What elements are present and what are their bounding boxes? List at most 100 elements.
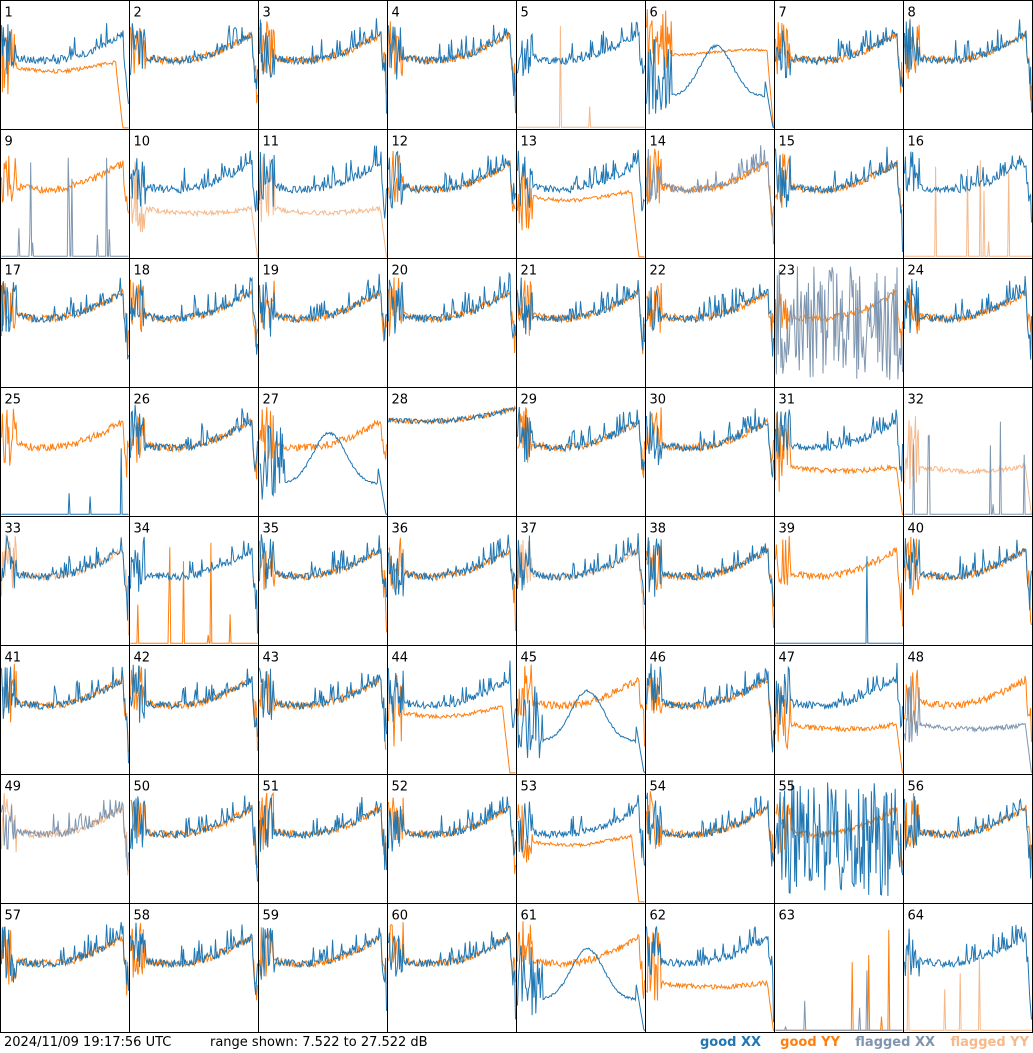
series-yy-good xyxy=(646,9,774,128)
series-yy-good xyxy=(1,155,129,214)
series-xx-good xyxy=(130,795,258,882)
series-yy-good xyxy=(517,921,645,999)
panel-label: 37 xyxy=(521,522,538,537)
panel-22: 22 xyxy=(645,258,775,388)
series-xx-good xyxy=(130,150,258,212)
panel-label: 55 xyxy=(779,780,796,795)
panel-frame xyxy=(129,387,259,517)
series-yy-flagged xyxy=(904,948,1032,1031)
panel-2: 2 xyxy=(129,0,259,130)
series-yy-flagged xyxy=(904,160,1032,257)
panel-label: 59 xyxy=(263,909,280,924)
series-xx-good xyxy=(388,534,516,597)
panel-45: 45 xyxy=(516,645,646,775)
panel-label: 43 xyxy=(263,651,280,666)
series-xx-good xyxy=(646,537,774,607)
panel-55: 55 xyxy=(774,774,904,904)
panel-label: 46 xyxy=(650,651,667,666)
panel-label: 45 xyxy=(521,651,538,666)
series-xx-good xyxy=(259,927,387,1011)
panel-3: 3 xyxy=(258,0,388,130)
panel-label: 28 xyxy=(392,393,409,408)
panel-label: 10 xyxy=(134,135,151,150)
panel-frame xyxy=(387,387,517,517)
series-xx-good xyxy=(904,796,1032,879)
panel-38: 38 xyxy=(645,516,775,646)
panel-62: 62 xyxy=(645,903,775,1033)
panel-label: 44 xyxy=(392,651,409,666)
range-text: range shown: 7.522 to 27.522 dB xyxy=(210,1035,428,1050)
series-xx-good xyxy=(259,796,387,871)
panel-label: 24 xyxy=(908,264,925,279)
panel-42: 42 xyxy=(129,645,259,775)
panel-40: 40 xyxy=(903,516,1033,646)
panel-label: 16 xyxy=(908,135,925,150)
panel-frame xyxy=(903,387,1033,517)
panel-label: 27 xyxy=(263,393,280,408)
series-xx-good xyxy=(646,926,774,1023)
panel-24: 24 xyxy=(903,258,1033,388)
panel-32: 32 xyxy=(903,387,1033,517)
panel-frame xyxy=(903,903,1033,1033)
panel-51: 51 xyxy=(258,774,388,904)
panel-frame xyxy=(258,129,388,259)
series-yy-flagged xyxy=(259,156,387,257)
panel-47: 47 xyxy=(774,645,904,775)
panel-14: 14 xyxy=(645,129,775,259)
panel-frame xyxy=(774,387,904,517)
series-xx-good xyxy=(388,660,516,729)
series-xx-good xyxy=(130,664,258,737)
series-xx-good xyxy=(130,404,258,470)
panel-29: 29 xyxy=(516,387,646,517)
panel-frame xyxy=(0,516,130,646)
series-xx-good xyxy=(646,408,774,478)
series-xx-good xyxy=(517,21,645,77)
panel-20: 20 xyxy=(387,258,517,388)
series-xx-good xyxy=(775,781,903,897)
panel-63: 63 xyxy=(774,903,904,1033)
legend-flagged-yy: flagged YY xyxy=(950,1035,1030,1050)
panel-label: 49 xyxy=(5,780,22,795)
panel-frame xyxy=(0,387,130,517)
panel-label: 34 xyxy=(134,522,151,537)
panel-label: 36 xyxy=(392,522,409,537)
panel-frame xyxy=(129,903,259,1033)
series-xx-good xyxy=(130,23,258,90)
panel-label: 2 xyxy=(134,6,142,21)
panel-frame xyxy=(774,0,904,130)
panel-label: 38 xyxy=(650,522,667,537)
series-xx-good xyxy=(775,662,903,729)
panel-frame xyxy=(903,0,1033,130)
series-xx-flagged xyxy=(646,145,774,245)
panel-53: 53 xyxy=(516,774,646,904)
series-xx-good xyxy=(259,145,387,219)
panel-label: 51 xyxy=(263,780,280,795)
panel-59: 59 xyxy=(258,903,388,1033)
panel-30: 30 xyxy=(645,387,775,517)
series-yy-good xyxy=(259,540,387,633)
series-xx-good xyxy=(259,424,387,516)
panel-frame xyxy=(387,903,517,1033)
panel-46: 46 xyxy=(645,645,775,775)
panel-34: 34 xyxy=(129,516,259,646)
panel-frame xyxy=(774,129,904,259)
series-xx-good xyxy=(775,409,903,482)
series-xx-flagged xyxy=(904,675,1032,773)
series-yy-good xyxy=(775,413,903,515)
panel-frame xyxy=(0,129,130,259)
panel-50: 50 xyxy=(129,774,259,904)
panel-17: 17 xyxy=(0,258,130,388)
panel-36: 36 xyxy=(387,516,517,646)
series-xx-good xyxy=(130,276,258,355)
panel-43: 43 xyxy=(258,645,388,775)
series-xx-good xyxy=(517,945,645,1032)
series-yy-good xyxy=(388,675,516,774)
panel-label: 41 xyxy=(5,651,22,666)
series-xx-good xyxy=(1,448,129,515)
series-yy-good xyxy=(130,799,258,868)
panel-33: 33 xyxy=(0,516,130,646)
series-xx-good xyxy=(1,666,129,764)
series-yy-flagged xyxy=(1,534,129,636)
panel-10: 10 xyxy=(129,129,259,259)
panel-1: 1 xyxy=(0,0,130,130)
